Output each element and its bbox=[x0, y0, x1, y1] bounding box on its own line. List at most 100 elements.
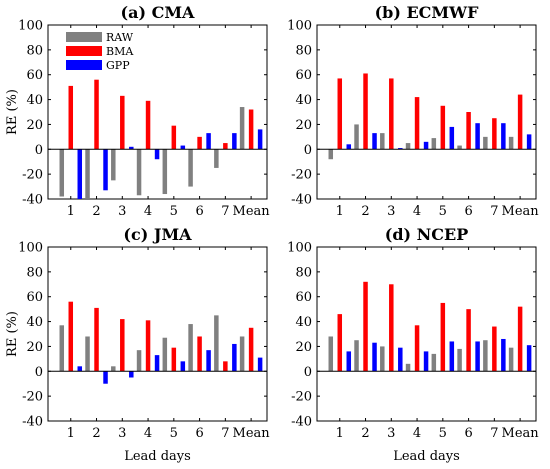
bar-raw-1 bbox=[328, 149, 334, 160]
bar-raw-5 bbox=[431, 138, 437, 150]
bar-raw-4 bbox=[136, 149, 142, 196]
bar-raw-7 bbox=[214, 149, 219, 168]
bar-gpp-7 bbox=[501, 123, 506, 150]
bar-bma-6 bbox=[197, 136, 202, 150]
x-tick-label: 6 bbox=[464, 204, 472, 219]
bar-bma-7 bbox=[492, 326, 497, 372]
bar-bma-mean bbox=[248, 109, 254, 150]
y-tick-label: 20 bbox=[295, 340, 312, 355]
x-tick-label: 3 bbox=[118, 426, 126, 441]
bar-gpp-3 bbox=[129, 146, 134, 150]
x-tick-label: 4 bbox=[413, 426, 421, 441]
bar-gpp-mean bbox=[257, 357, 263, 372]
bar-gpp-4 bbox=[154, 355, 160, 372]
y-tick-label: 0 bbox=[35, 365, 43, 380]
bar-gpp-5 bbox=[449, 126, 455, 150]
bar-bma-2 bbox=[94, 79, 99, 150]
bar-raw-1 bbox=[328, 336, 334, 372]
y-tick-label: 40 bbox=[295, 93, 312, 108]
bar-raw-mean bbox=[508, 136, 514, 150]
bar-gpp-1 bbox=[346, 351, 352, 372]
bar-raw-mean bbox=[239, 336, 245, 372]
bar-raw-2 bbox=[354, 340, 359, 372]
bar-gpp-2 bbox=[372, 342, 377, 372]
y-tick-label: 40 bbox=[26, 315, 43, 330]
x-tick-label: 3 bbox=[387, 426, 395, 441]
y-tick-label: -40 bbox=[291, 193, 312, 208]
bar-raw-5 bbox=[162, 149, 168, 195]
bar-bma-4 bbox=[414, 325, 420, 372]
bar-bma-5 bbox=[440, 302, 446, 372]
x-tick-label: 7 bbox=[490, 426, 498, 441]
legend-label-gpp: GPP bbox=[106, 59, 130, 72]
y-tick-label: 20 bbox=[26, 340, 43, 355]
bar-bma-7 bbox=[223, 361, 228, 372]
y-tick-label: -20 bbox=[291, 168, 312, 183]
x-tick-label: 5 bbox=[170, 426, 178, 441]
bar-bma-6 bbox=[197, 336, 202, 372]
x-tick-label: 2 bbox=[361, 426, 369, 441]
bar-bma-2 bbox=[94, 307, 99, 372]
bar-gpp-2 bbox=[103, 149, 108, 191]
legend-swatch-raw bbox=[66, 32, 102, 42]
y-tick-label: -40 bbox=[22, 193, 43, 208]
bar-gpp-6 bbox=[206, 133, 211, 150]
bar-gpp-3 bbox=[129, 371, 134, 378]
x-tick-label: 5 bbox=[170, 204, 178, 219]
x-tick-label: 4 bbox=[413, 204, 421, 219]
y-tick-label: 40 bbox=[295, 315, 312, 330]
x-tick-label: 1 bbox=[336, 426, 344, 441]
bar-raw-7 bbox=[214, 315, 219, 372]
bar-bma-2 bbox=[363, 73, 368, 150]
legend-label-bma: BMA bbox=[106, 45, 134, 58]
x-tick-label: Mean bbox=[502, 204, 540, 219]
y-tick-label: 20 bbox=[26, 118, 43, 133]
plot-frame bbox=[47, 24, 268, 200]
bar-gpp-7 bbox=[501, 338, 506, 372]
x-tick-label: 2 bbox=[361, 204, 369, 219]
bar-raw-1 bbox=[59, 325, 65, 372]
bar-bma-4 bbox=[414, 97, 420, 150]
plot-frame bbox=[316, 246, 537, 422]
bar-gpp-2 bbox=[103, 371, 108, 384]
legend-swatch-bma bbox=[66, 46, 102, 56]
bar-raw-3 bbox=[111, 149, 116, 181]
bar-bma-6 bbox=[466, 309, 471, 372]
y-tick-label: 80 bbox=[295, 43, 312, 58]
bar-gpp-1 bbox=[77, 149, 83, 199]
y-tick-label: 100 bbox=[18, 241, 43, 256]
x-tick-label: 6 bbox=[464, 426, 472, 441]
panel-title: (d) NCEP bbox=[385, 225, 468, 244]
bar-gpp-3 bbox=[398, 347, 403, 372]
y-tick-label: 60 bbox=[26, 68, 43, 83]
bar-raw-6 bbox=[457, 348, 462, 372]
legend-swatch-gpp bbox=[66, 60, 102, 70]
x-tick-label: 3 bbox=[387, 204, 395, 219]
bar-raw-mean bbox=[239, 107, 245, 150]
bar-gpp-4 bbox=[154, 149, 160, 160]
y-tick-label: 100 bbox=[287, 19, 312, 34]
y-axis-label: RE (%) bbox=[5, 89, 20, 135]
y-tick-label: 80 bbox=[26, 265, 43, 280]
plot-frame bbox=[316, 24, 537, 200]
bar-bma-5 bbox=[171, 125, 177, 150]
bar-gpp-1 bbox=[346, 144, 352, 150]
bar-gpp-5 bbox=[449, 341, 455, 372]
x-tick-label: 5 bbox=[439, 426, 447, 441]
bar-raw-2 bbox=[85, 336, 90, 372]
bar-raw-3 bbox=[380, 346, 385, 372]
bar-raw-4 bbox=[405, 143, 411, 150]
y-tick-label: 100 bbox=[287, 241, 312, 256]
bar-bma-3 bbox=[120, 319, 125, 372]
bar-gpp-mean bbox=[526, 134, 532, 150]
bar-raw-3 bbox=[380, 133, 385, 150]
bar-bma-3 bbox=[120, 95, 125, 150]
x-tick-label: Mean bbox=[502, 426, 540, 441]
y-tick-label: -20 bbox=[22, 168, 43, 183]
bar-gpp-7 bbox=[232, 133, 237, 150]
bar-bma-1 bbox=[68, 85, 74, 150]
chart-panel-1: -40 -20 0 20 40 60 80 100 1 2 3 4 5 6 7 Mean (a) CMA RE (… bbox=[5, 3, 270, 219]
bar-gpp-mean bbox=[257, 129, 263, 150]
bar-bma-4 bbox=[145, 320, 151, 372]
x-tick-label: 4 bbox=[144, 204, 152, 219]
